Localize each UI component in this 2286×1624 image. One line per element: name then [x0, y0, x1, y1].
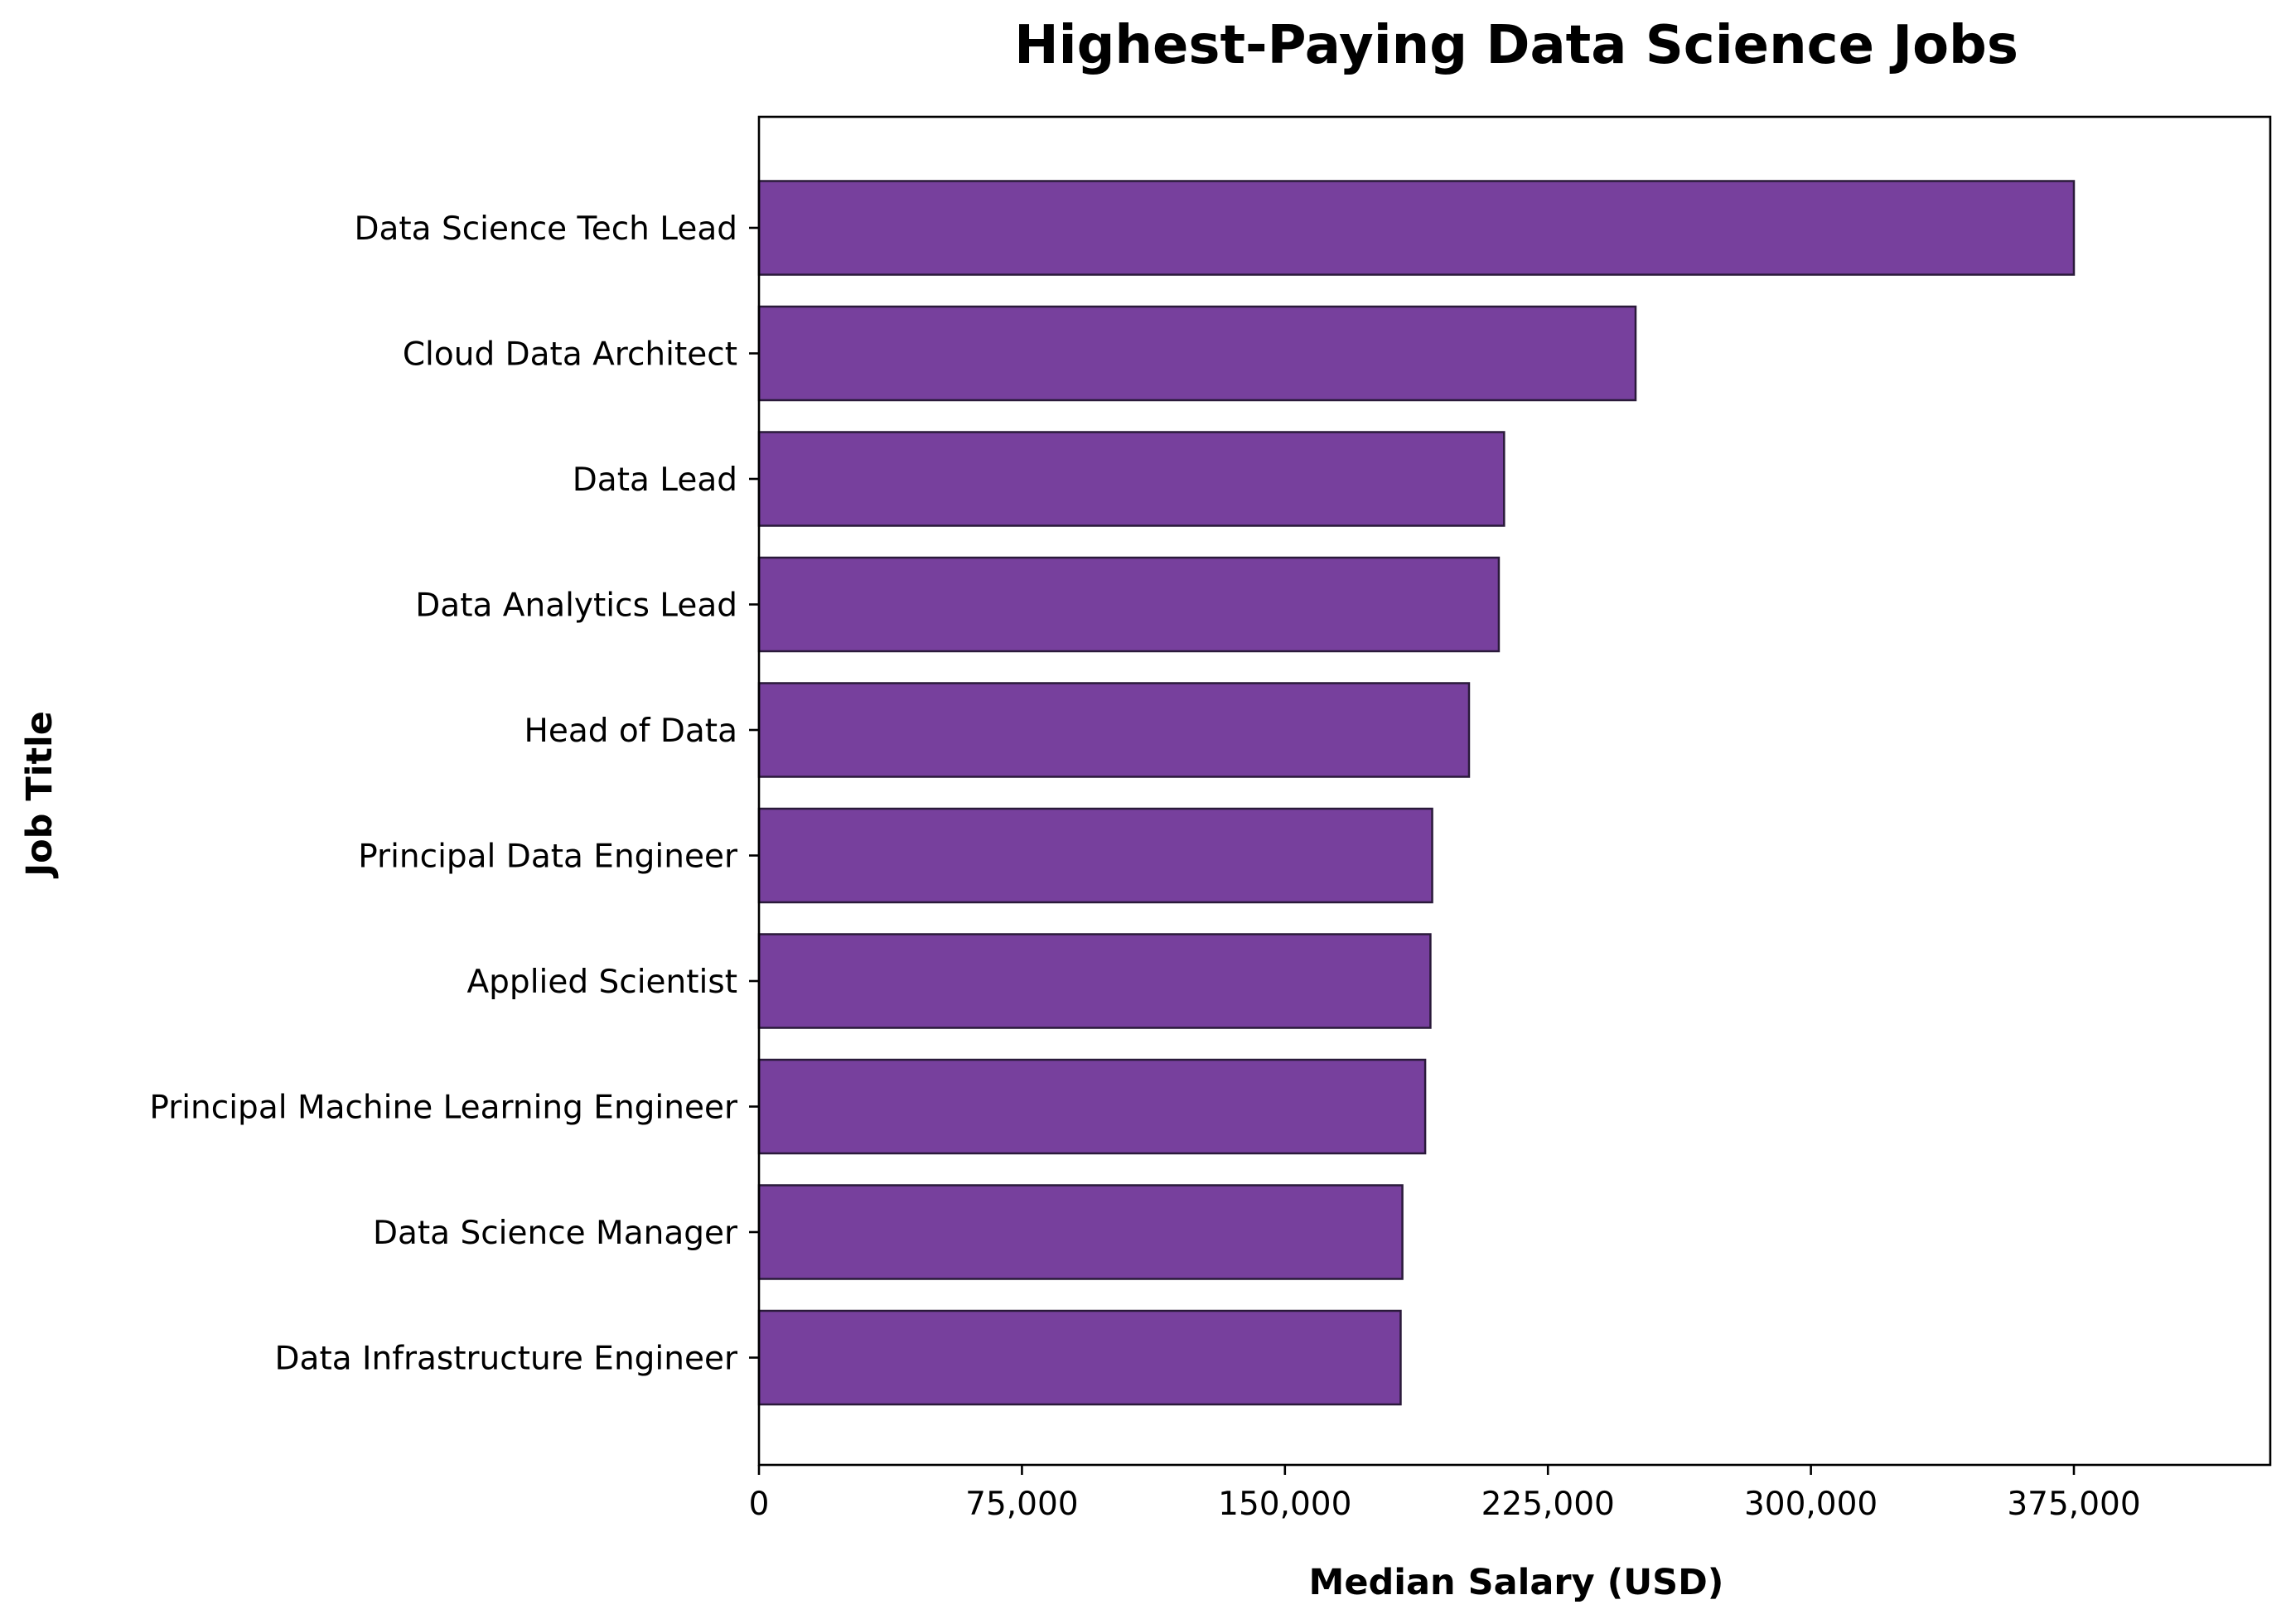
- bar-9: [757, 1309, 1402, 1406]
- bar-5: [757, 807, 1433, 904]
- axes-frame: [757, 115, 2272, 1467]
- y-tick-label: Data Infrastructure Engineer: [275, 1341, 738, 1378]
- bar-0: [757, 180, 2076, 276]
- y-axis-label: Job Title: [19, 711, 60, 879]
- y-tick-label: Data Analytics Lead: [415, 587, 737, 625]
- bar-6: [757, 933, 1432, 1029]
- y-tick-label: Principal Data Engineer: [358, 839, 738, 876]
- y-tick-label: Applied Scientist: [467, 964, 738, 1001]
- y-tick-label: Data Science Tech Lead: [354, 210, 737, 248]
- y-tick-label: Head of Data: [524, 713, 737, 750]
- bar-1: [757, 305, 1637, 402]
- bar-2: [757, 431, 1505, 527]
- bar-3: [757, 556, 1501, 653]
- y-tick-label: Cloud Data Architect: [403, 336, 737, 374]
- bar-7: [757, 1058, 1427, 1155]
- x-tick-label: 375,000: [2007, 1486, 2140, 1523]
- bar-4: [757, 682, 1471, 778]
- x-tick-label: 75,000: [965, 1486, 1078, 1523]
- y-tick-label: Principal Machine Learning Engineer: [149, 1090, 738, 1127]
- bar-8: [757, 1184, 1404, 1280]
- x-tick-label: 300,000: [1744, 1486, 1878, 1523]
- y-tick-label: Data Science Manager: [373, 1215, 738, 1252]
- x-tick-label: 150,000: [1218, 1486, 1351, 1523]
- x-tick-label: 0: [749, 1486, 770, 1523]
- x-tick-label: 225,000: [1481, 1486, 1615, 1523]
- chart-title: Highest-Paying Data Science Jobs: [1014, 15, 2018, 76]
- plot-area: Data Science Tech Lead Cloud Data Archite…: [149, 115, 2272, 1523]
- y-tick-label: Data Lead: [573, 462, 737, 499]
- x-axis-label: Median Salary (USD): [1309, 1562, 1724, 1603]
